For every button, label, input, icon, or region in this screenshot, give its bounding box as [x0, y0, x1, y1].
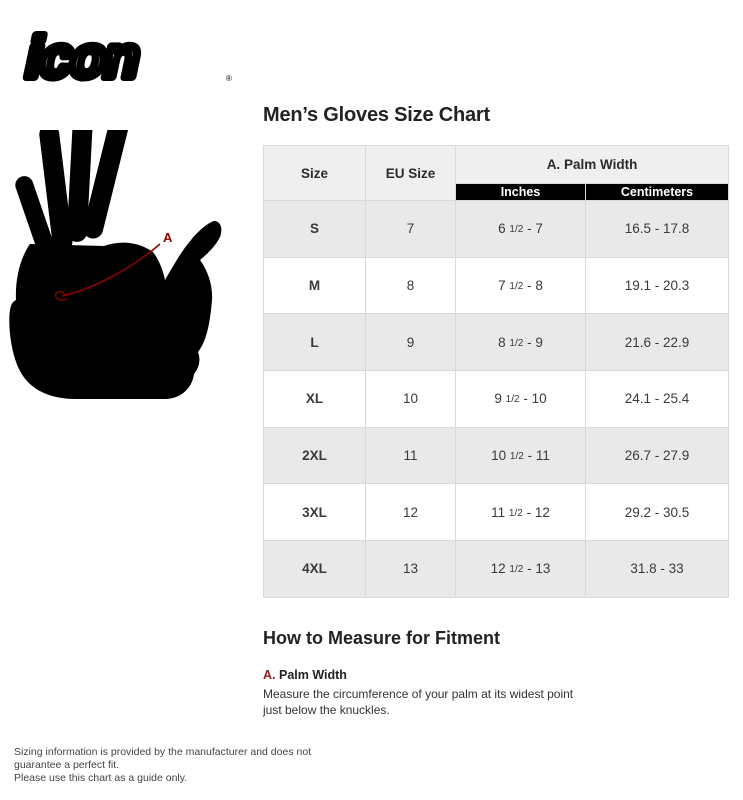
svg-text:icon: icon: [20, 26, 145, 90]
svg-text:A: A: [163, 230, 173, 245]
svg-text:®: ®: [226, 74, 232, 83]
